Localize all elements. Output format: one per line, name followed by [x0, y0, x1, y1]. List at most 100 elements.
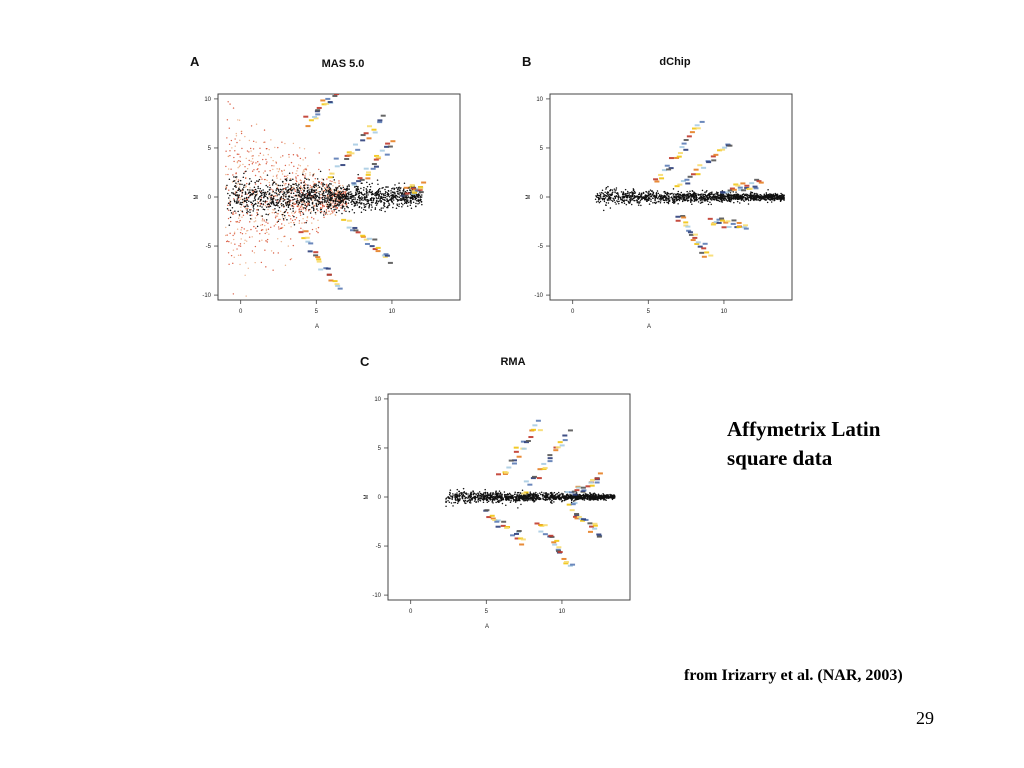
x-tick-label: 5 — [485, 609, 489, 615]
cloud-point — [746, 194, 748, 197]
cloud-point — [701, 199, 704, 201]
cloud-point — [322, 185, 324, 187]
noise-point — [326, 202, 328, 205]
cloud-point — [294, 194, 297, 197]
noise-point — [241, 194, 243, 196]
cloud-point — [449, 491, 451, 494]
noise-point — [309, 184, 311, 187]
cloud-point — [228, 197, 230, 199]
noise-point — [245, 240, 248, 242]
spike-point — [376, 156, 382, 159]
cloud-point — [343, 208, 346, 210]
spike-point — [421, 181, 427, 184]
cloud-point — [407, 196, 410, 198]
noise-point — [293, 195, 295, 197]
spike-point — [333, 85, 338, 87]
cloud-point — [363, 206, 366, 208]
cloud-point — [783, 199, 785, 201]
noise-point — [296, 170, 298, 172]
cloud-point — [262, 200, 265, 203]
cloud-point — [268, 192, 271, 194]
noise-point — [328, 210, 330, 212]
noise-point — [255, 162, 257, 164]
cloud-point — [246, 209, 248, 211]
cloud-point — [291, 205, 294, 207]
cloud-point — [603, 200, 606, 203]
cloud-point — [605, 188, 607, 190]
noise-point — [226, 234, 228, 236]
cloud-point — [241, 201, 244, 204]
cloud-point — [302, 192, 304, 194]
cloud-point — [765, 193, 768, 195]
cloud-point — [487, 500, 490, 503]
cloud-point — [262, 196, 265, 199]
noise-point — [233, 156, 235, 159]
cloud-point — [228, 178, 231, 181]
cloud-point — [300, 182, 302, 184]
noise-point — [266, 192, 268, 194]
cloud-point — [656, 197, 659, 200]
cloud-point — [393, 192, 396, 195]
cloud-point — [643, 196, 646, 199]
noise-point — [256, 212, 258, 214]
cloud-point — [481, 496, 483, 498]
noise-point — [265, 158, 267, 161]
cloud-point — [776, 193, 779, 195]
cloud-point — [360, 207, 363, 209]
cloud-point — [409, 200, 411, 203]
cloud-point — [321, 202, 324, 204]
cloud-point — [672, 188, 675, 190]
cloud-point — [610, 188, 612, 191]
noise-point — [325, 185, 328, 187]
cloud-point — [259, 205, 262, 207]
cloud-point — [377, 200, 380, 203]
noise-point — [248, 163, 250, 166]
cloud-point — [377, 183, 379, 186]
cloud-point — [243, 197, 246, 200]
cloud-point — [314, 211, 317, 214]
cloud-point — [284, 202, 287, 204]
cloud-point — [667, 197, 670, 200]
noise-point — [267, 208, 269, 211]
cloud-point — [347, 192, 350, 195]
cloud-point — [314, 198, 317, 200]
noise-point — [309, 186, 312, 189]
noise-point — [257, 164, 260, 167]
noise-point — [256, 214, 258, 217]
cloud-point — [763, 193, 765, 195]
cloud-point — [257, 209, 260, 211]
cloud-point — [605, 186, 608, 189]
cloud-point — [348, 197, 350, 199]
noise-point — [288, 164, 290, 166]
cloud-point — [280, 202, 283, 205]
noise-point — [289, 194, 291, 196]
spike-point — [680, 215, 686, 218]
noise-point — [239, 160, 242, 163]
cloud-point — [290, 179, 292, 182]
noise-point — [233, 198, 235, 200]
noise-point — [243, 242, 246, 245]
cloud-point — [304, 204, 306, 207]
noise-point — [297, 155, 299, 157]
cloud-point — [686, 190, 688, 193]
cloud-point — [400, 202, 403, 205]
noise-point — [329, 201, 332, 203]
spike-point — [704, 251, 710, 254]
spike-point — [315, 113, 321, 116]
cloud-point — [651, 193, 654, 196]
cloud-point — [447, 499, 449, 502]
cloud-point — [313, 184, 316, 186]
cloud-point — [633, 190, 636, 193]
cloud-point — [353, 194, 355, 197]
noise-point — [300, 186, 302, 189]
cloud-point — [614, 190, 616, 192]
cloud-point — [742, 196, 744, 198]
cloud-point — [614, 191, 616, 194]
cloud-point — [371, 197, 373, 199]
cloud-point — [544, 499, 547, 501]
spike-point — [411, 190, 417, 193]
cloud-point — [249, 191, 252, 194]
noise-point — [253, 225, 255, 228]
cloud-point — [690, 200, 692, 202]
cloud-point — [392, 206, 394, 209]
